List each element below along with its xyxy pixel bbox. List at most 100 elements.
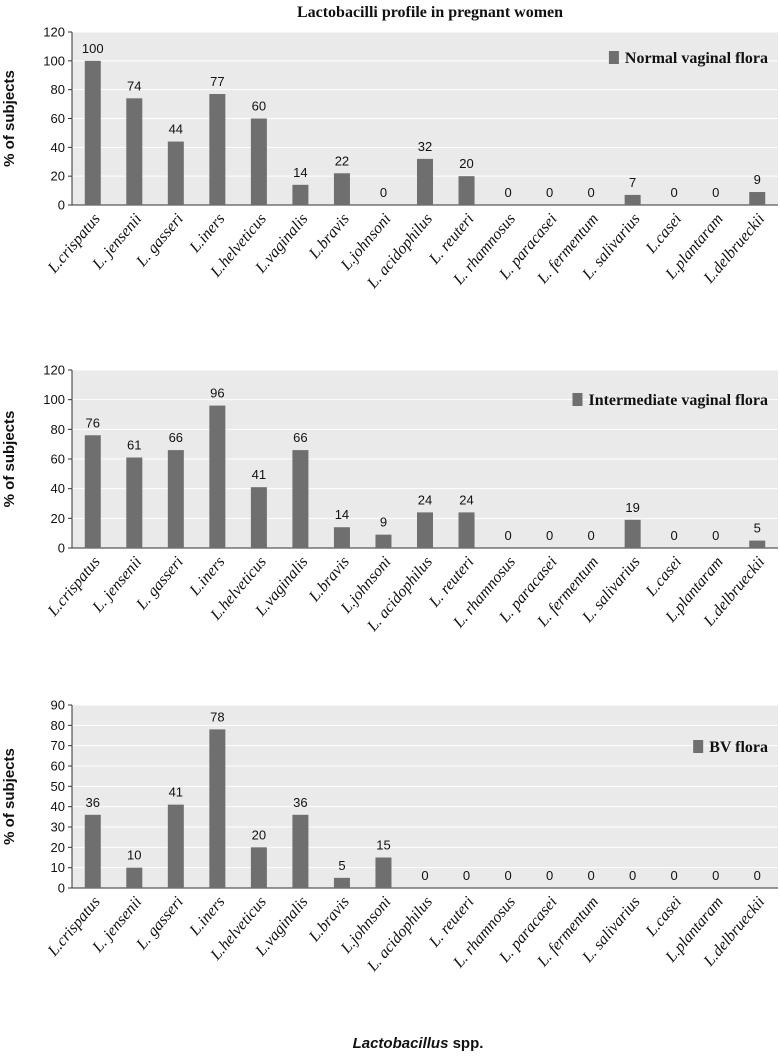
data-label: 32: [418, 139, 432, 154]
y-tick-label: 80: [51, 718, 65, 733]
bar-4: [209, 729, 226, 888]
data-label: 60: [252, 99, 266, 114]
y-tick-label: 100: [43, 53, 65, 68]
y-axis-label: % of subjects: [1, 411, 18, 508]
category-label: L.iners: [186, 211, 229, 257]
data-label: 9: [380, 515, 387, 530]
y-tick-label: 120: [43, 25, 65, 40]
data-label: 0: [671, 528, 678, 543]
y-tick-label: 60: [51, 111, 65, 126]
y-tick-label: 20: [51, 169, 65, 184]
bar-7: [333, 527, 350, 548]
y-tick-label: 90: [51, 698, 65, 713]
bar-8: [375, 857, 392, 888]
legend-label: Normal vaginal flora: [625, 50, 768, 67]
x-axis-label: Lactobacillus spp.: [353, 1035, 484, 1052]
y-tick-label: 10: [51, 860, 65, 875]
bar-14: [624, 519, 641, 548]
bar-8: [375, 534, 392, 548]
data-label: 0: [421, 868, 428, 883]
data-label: 36: [86, 795, 100, 810]
x-axis-label-genus: Lactobacillus: [353, 1035, 449, 1052]
data-label: 0: [754, 868, 761, 883]
y-axis-label: % of subjects: [1, 748, 18, 845]
data-label: 78: [210, 709, 224, 724]
data-label: 20: [459, 156, 473, 171]
bar-6: [292, 450, 309, 548]
data-label: 0: [546, 528, 553, 543]
data-label: 74: [127, 78, 141, 93]
data-label: 77: [210, 74, 224, 89]
bar-7: [333, 877, 350, 888]
bar-5: [250, 487, 267, 548]
y-tick-label: 0: [58, 881, 65, 896]
data-label: 96: [210, 386, 224, 401]
data-label: 24: [418, 492, 432, 507]
category-label: L.casei: [642, 211, 685, 258]
bar-17: [749, 192, 766, 205]
bar-1: [84, 60, 101, 206]
bar-7: [333, 173, 350, 205]
bar-17: [749, 540, 766, 548]
data-label: 66: [169, 430, 183, 445]
category-label: L.casei: [642, 894, 685, 941]
bar-10: [458, 176, 475, 205]
data-label: 0: [629, 868, 636, 883]
figure-title: Lactobacilli profile in pregnant women: [297, 4, 563, 21]
legend-swatch: [572, 393, 583, 406]
data-label: 100: [82, 41, 104, 56]
bar-5: [250, 847, 267, 888]
legend-swatch: [693, 740, 704, 753]
data-label: 0: [712, 868, 719, 883]
data-label: 0: [588, 868, 595, 883]
data-label: 0: [380, 185, 387, 200]
data-label: 0: [588, 528, 595, 543]
y-tick-label: 120: [43, 363, 65, 378]
data-label: 66: [293, 430, 307, 445]
bar-9: [417, 158, 433, 205]
bar-10: [458, 512, 475, 548]
data-label: 0: [504, 185, 511, 200]
data-label: 0: [504, 528, 511, 543]
legend-swatch: [608, 51, 619, 64]
y-tick-label: 40: [51, 799, 65, 814]
y-tick-label: 50: [51, 779, 65, 794]
x-axis-label-suffix: spp.: [448, 1035, 483, 1052]
category-label: L.iners: [186, 894, 229, 940]
bar-14: [624, 194, 641, 205]
y-tick-label: 20: [51, 511, 65, 526]
y-tick-label: 0: [58, 541, 65, 556]
data-label: 41: [169, 785, 183, 800]
data-label: 0: [504, 868, 511, 883]
y-tick-label: 60: [51, 452, 65, 467]
y-tick-label: 40: [51, 140, 65, 155]
bar-9: [417, 512, 433, 548]
data-label: 44: [169, 122, 183, 137]
plot-area: [72, 705, 778, 888]
y-tick-label: 20: [51, 840, 65, 855]
data-label: 0: [546, 868, 553, 883]
data-label: 19: [625, 500, 639, 515]
bar-2: [126, 867, 143, 888]
legend-label: Intermediate vaginal flora: [588, 392, 768, 409]
bar-3: [167, 141, 184, 205]
data-label: 0: [712, 185, 719, 200]
data-label: 0: [671, 185, 678, 200]
data-label: 0: [671, 868, 678, 883]
data-label: 0: [463, 868, 470, 883]
data-label: 10: [127, 848, 141, 863]
data-label: 7: [629, 175, 636, 190]
category-label: L.casei: [642, 554, 685, 601]
y-tick-label: 80: [51, 82, 65, 97]
data-label: 76: [86, 415, 100, 430]
data-label: 5: [754, 521, 761, 536]
data-label: 0: [712, 528, 719, 543]
data-label: 61: [127, 438, 141, 453]
data-label: 5: [338, 858, 345, 873]
data-label: 24: [459, 492, 473, 507]
bar-1: [84, 435, 101, 548]
bar-1: [84, 814, 101, 888]
